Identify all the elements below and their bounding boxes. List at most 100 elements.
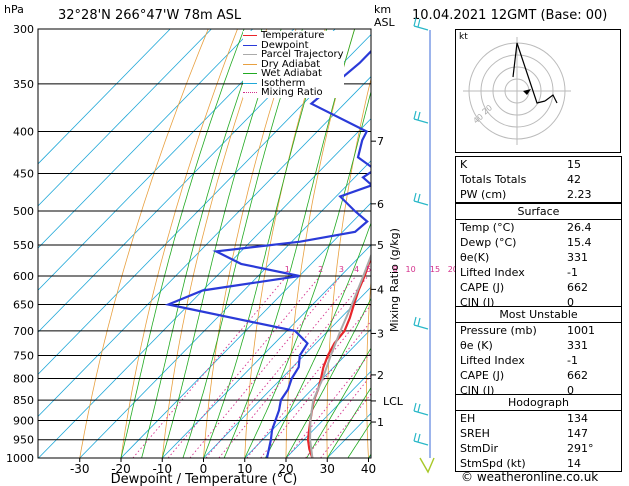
surface-label: CIN (J): [460, 296, 495, 309]
wind-barb-surface: [419, 457, 435, 474]
legend-item-mixing-ratio: Mixing Ratio: [243, 88, 344, 98]
mu-value: 331: [567, 339, 588, 352]
hodograph-trace: [512, 42, 546, 104]
surface-title: Surface: [456, 204, 621, 220]
legend-swatch: [243, 82, 257, 84]
hodograph-table-title: Hodograph: [456, 395, 621, 411]
mu-row: CAPE (J) 662: [456, 368, 621, 383]
temp-tick-label: 0: [200, 462, 208, 476]
index-label: Totals Totals: [460, 173, 527, 186]
mixing-ratio-label: 4: [354, 265, 359, 274]
mixing-ratio-line: [286, 351, 371, 458]
km-tick-label: 1: [377, 416, 384, 429]
surface-value: 26.4: [567, 221, 592, 234]
mu-row: CIN (J) 0: [456, 383, 621, 398]
mixing-ratio-line: [218, 275, 369, 458]
legend-label: Parcel Trajectory: [261, 49, 344, 60]
temp-tick-label: 20: [278, 462, 293, 476]
skewt-axes: 3003504004505005506006507007508008509009…: [6, 23, 472, 486]
legend-item-temperature: Temperature: [243, 31, 344, 41]
surface-label: Dewp (°C): [460, 236, 517, 249]
hodo-row: SREH 147: [456, 426, 621, 441]
legend-item-isotherm: Isotherm: [243, 77, 344, 89]
isotherm-line: [203, 286, 371, 458]
plot-frame: [37, 28, 372, 459]
hodo-value: 14: [567, 457, 581, 470]
km-tick-label: 4: [377, 283, 384, 296]
temp-tick-label: 40: [361, 462, 376, 476]
pressure-tick-label: 500: [13, 205, 34, 218]
km-tick-label: 2: [377, 369, 384, 382]
pressure-tick-label: 300: [13, 23, 34, 36]
isotherm-line: [38, 29, 295, 291]
mu-label: θe (K): [460, 339, 493, 352]
mixing-ratio-label: 2: [318, 265, 323, 274]
surface-row: Temp (°C) 26.4: [456, 220, 621, 235]
mu-label: Lifted Index: [460, 354, 525, 367]
wet-adiabat-line: [306, 347, 371, 458]
legend-label: Isotherm: [261, 77, 306, 89]
legend-label: Mixing Ratio: [261, 87, 323, 98]
dry-adiabat-line: [79, 29, 209, 458]
hodo-value: 291°: [567, 442, 594, 455]
mu-value: -1: [567, 354, 578, 367]
mixing-ratio-label: 8: [393, 265, 398, 274]
hodo-label: SREH: [460, 427, 490, 440]
pressure-tick-label: 750: [13, 349, 34, 362]
temp-tick-label: 30: [320, 462, 335, 476]
surface-label: Temp (°C): [460, 221, 515, 234]
dry-adiabat-line: [405, 29, 442, 458]
index-value: 2.23: [567, 188, 592, 201]
pressure-tick-label: 950: [13, 434, 34, 447]
hodo-row: EH 134: [456, 411, 621, 426]
legend-label: Dry Adiabat: [261, 58, 321, 70]
surface-panel: Surface Temp (°C) 26.4 Dewp (°C) 15.4 θe(K…: [455, 203, 622, 311]
surface-row: Dewp (°C) 15.4: [456, 235, 621, 250]
hpa-axis-label: hPa: [4, 3, 24, 16]
hodo-row: StmDir 291°: [456, 441, 621, 456]
legend-swatch: [243, 63, 257, 65]
legend-label: Dewpoint: [261, 39, 309, 51]
legend-swatch: [243, 54, 257, 56]
most-unstable-title: Most Unstable: [456, 307, 621, 323]
surface-row: CAPE (J) 662: [456, 280, 621, 295]
legend-item-dewpoint: Dewpoint: [243, 39, 344, 51]
indices-panel: K 15 Totals Totals 42 PW (cm) 2.23: [455, 156, 622, 203]
surface-row: CIN (J) 0: [456, 295, 621, 310]
mixing-ratio-line: [205, 275, 357, 458]
index-row-totals: Totals Totals 42: [456, 172, 621, 187]
wind-barb: [413, 432, 429, 446]
isotherm-line: [38, 29, 212, 207]
index-label: K: [460, 158, 468, 171]
index-label: PW (cm): [460, 188, 507, 201]
mixing-ratio-label: 20: [448, 265, 458, 274]
lcl-label: LCL: [383, 395, 404, 408]
hodo-row: StmSpd (kt) 14: [456, 456, 621, 471]
legend-item-dry-adiabat: Dry Adiabat: [243, 58, 344, 70]
surface-value: 331: [567, 251, 588, 264]
surface-label: Lifted Index: [460, 266, 525, 279]
pressure-tick-label: 400: [13, 126, 34, 139]
mu-label: Pressure (mb): [460, 324, 537, 337]
most-unstable-panel: Most Unstable Pressure (mb) 1001 θe (K) 33…: [455, 306, 622, 399]
legend-label: Wet Adiabat: [261, 68, 322, 79]
index-row-k: K 15: [456, 157, 621, 172]
wind-barb: [413, 17, 429, 31]
mixing-ratio-label: 10: [406, 265, 416, 274]
mixing-ratio-label: 5: [366, 265, 371, 274]
pressure-tick-label: 650: [13, 299, 34, 312]
mixing-ratio-line: [189, 275, 342, 458]
series-line-dewpoint: [164, 49, 371, 458]
isotherm-line: [38, 76, 371, 417]
pressure-tick-label: 1000: [6, 452, 34, 465]
surface-label: θe(K): [460, 251, 490, 264]
legend-swatch: [243, 35, 257, 37]
pressure-tick-label: 900: [13, 414, 34, 427]
wind-barb: [413, 192, 429, 206]
hodo-value: 147: [567, 427, 588, 440]
mu-row: Pressure (mb) 1001: [456, 323, 621, 338]
location-title: 32°28'N 266°47'W 78m ASL: [58, 8, 242, 23]
mu-row: Lifted Index -1: [456, 353, 621, 368]
surface-row: θe(K) 331: [456, 250, 621, 265]
mixing-ratio-axis-title: Mixing Ratio (g/kg): [388, 228, 401, 332]
